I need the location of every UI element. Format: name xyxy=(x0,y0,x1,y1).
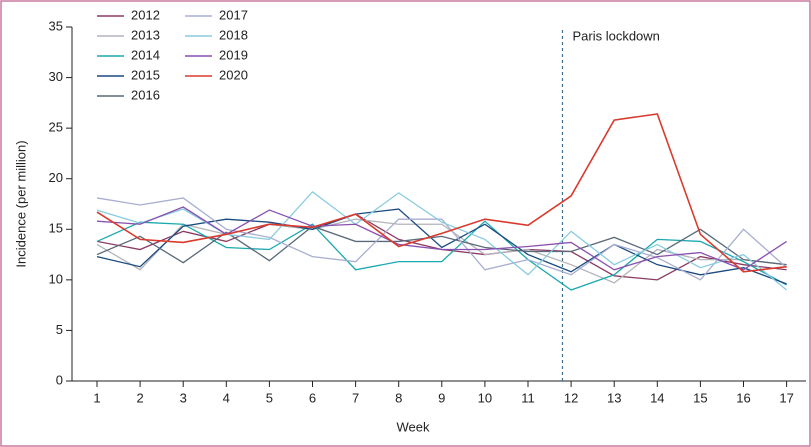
x-tick-label: 4 xyxy=(223,390,230,405)
x-tick-label: 17 xyxy=(779,390,793,405)
x-tick-label: 6 xyxy=(309,390,316,405)
y-tick-label: 0 xyxy=(56,372,63,387)
legend-label: 2013 xyxy=(131,27,160,42)
y-tick-label: 5 xyxy=(56,322,63,337)
series-line xyxy=(96,225,787,266)
series-line xyxy=(96,197,788,281)
x-tick-label: 1 xyxy=(93,390,100,405)
y-axis-label: Incidence (per million) xyxy=(13,140,28,267)
annotation: Paris lockdown xyxy=(572,28,659,43)
x-tick-label: 2 xyxy=(136,390,143,405)
x-tick-label: 5 xyxy=(266,390,273,405)
x-tick-label: 11 xyxy=(521,390,535,405)
legend-label: 2019 xyxy=(219,47,248,62)
x-tick-label: 16 xyxy=(736,390,750,405)
legend-label: 2014 xyxy=(131,47,160,62)
x-tick-label: 7 xyxy=(352,390,359,405)
legend-label: 2015 xyxy=(131,67,160,82)
x-tick-label: 15 xyxy=(693,390,707,405)
legend-label: 2017 xyxy=(219,7,248,22)
y-tick-label: 25 xyxy=(49,120,63,135)
y-tick-label: 10 xyxy=(49,271,63,286)
y-tick-label: 15 xyxy=(49,221,63,236)
x-axis-label: Week xyxy=(397,419,430,434)
x-tick-label: 3 xyxy=(180,390,187,405)
y-tick-label: 20 xyxy=(49,170,63,185)
series-line xyxy=(96,220,787,291)
x-tick-label: 14 xyxy=(650,390,664,405)
series-line xyxy=(96,113,787,273)
x-tick-label: 8 xyxy=(395,390,402,405)
x-tick-label: 13 xyxy=(607,390,621,405)
y-tick-label: 30 xyxy=(49,69,63,84)
legend-label: 2020 xyxy=(219,67,248,82)
legend-label: 2016 xyxy=(131,87,160,102)
series-line xyxy=(96,208,787,285)
x-tick-label: 10 xyxy=(478,390,492,405)
series-line xyxy=(96,206,787,271)
legend-label: 2018 xyxy=(219,27,248,42)
x-tick-label: 9 xyxy=(438,390,445,405)
legend-label: 2012 xyxy=(131,7,160,22)
x-tick-label: 12 xyxy=(564,390,578,405)
y-tick-label: 35 xyxy=(49,18,63,33)
